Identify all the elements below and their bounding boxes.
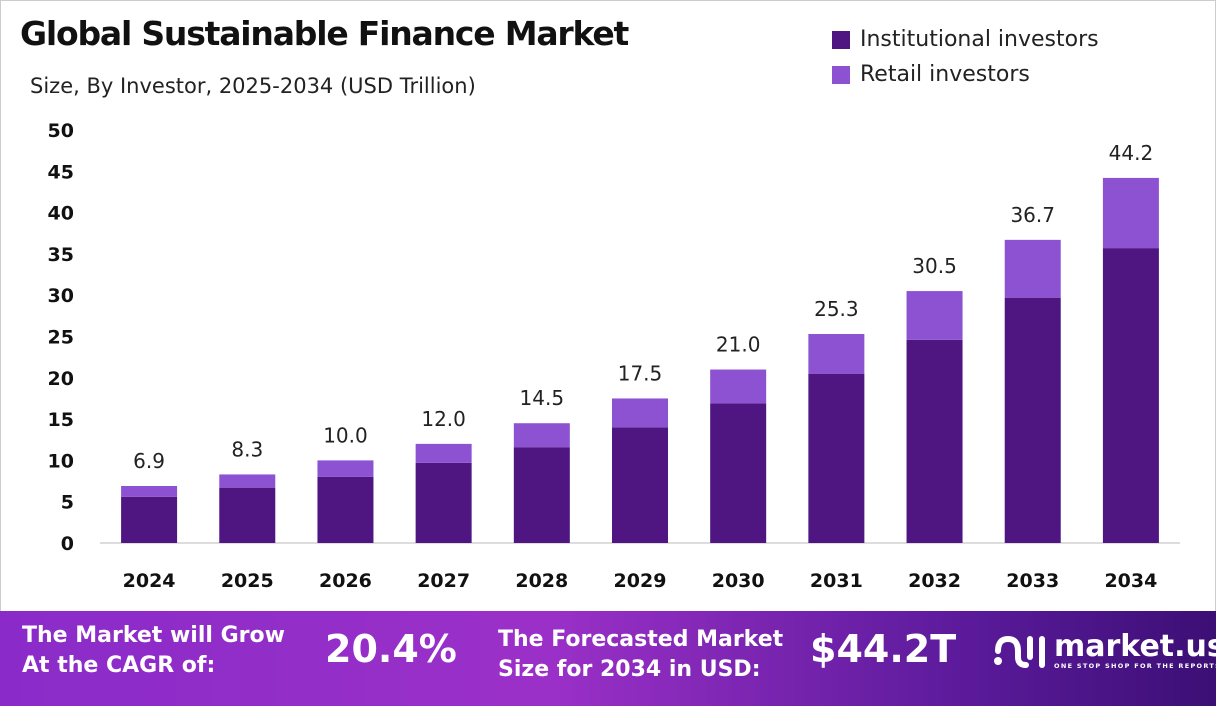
x-tick-label: 2029 bbox=[614, 570, 667, 592]
bar-institutional bbox=[317, 476, 374, 543]
bar-institutional bbox=[219, 487, 276, 543]
bar-institutional bbox=[710, 403, 767, 543]
y-tick-label: 25 bbox=[48, 327, 74, 349]
x-tick-label: 2030 bbox=[712, 570, 765, 592]
x-tick-label: 2033 bbox=[1006, 570, 1059, 592]
y-tick-label: 15 bbox=[48, 409, 74, 431]
bar-chart: 051015202530354045506.920248.3202510.020… bbox=[48, 120, 1180, 592]
logo-name: market.us bbox=[1054, 629, 1216, 664]
x-tick-label: 2028 bbox=[515, 570, 568, 592]
logo-tagline: ONE STOP SHOP FOR THE REPORTS bbox=[1054, 662, 1216, 670]
y-tick-label: 0 bbox=[61, 533, 74, 555]
bar-retail bbox=[612, 398, 668, 428]
data-label-total: 36.7 bbox=[1010, 203, 1055, 227]
bar-retail bbox=[1004, 239, 1061, 298]
bar-institutional bbox=[121, 496, 178, 543]
bar-retail bbox=[219, 474, 276, 488]
bar-institutional bbox=[808, 373, 865, 543]
forecast-label: The Forecasted Market Size for 2034 in U… bbox=[498, 627, 784, 682]
bar-retail bbox=[317, 460, 374, 477]
x-tick-label: 2034 bbox=[1104, 570, 1157, 592]
legend-item-institutional: Institutional investors bbox=[832, 22, 1099, 57]
logo-icon bbox=[994, 635, 1045, 668]
chart-subtitle: Size, By Investor, 2025-2034 (USD Trilli… bbox=[30, 74, 476, 98]
data-label-total: 6.9 bbox=[133, 449, 165, 473]
legend-swatch-retail bbox=[832, 65, 850, 84]
data-label-total: 25.3 bbox=[814, 297, 859, 321]
x-tick-label: 2031 bbox=[810, 570, 863, 592]
x-tick-label: 2025 bbox=[221, 570, 274, 592]
data-label-total: 14.5 bbox=[520, 386, 565, 410]
y-tick-label: 50 bbox=[48, 120, 74, 142]
bar-institutional bbox=[1102, 248, 1159, 544]
legend-label-institutional: Institutional investors bbox=[860, 27, 1099, 52]
x-tick-label: 2024 bbox=[123, 570, 176, 592]
data-label-total: 12.0 bbox=[421, 407, 466, 431]
y-tick-label: 10 bbox=[48, 450, 74, 472]
bar-retail bbox=[415, 443, 472, 463]
bar-retail bbox=[513, 423, 570, 448]
x-tick-label: 2026 bbox=[319, 570, 372, 592]
x-tick-label: 2027 bbox=[417, 570, 470, 592]
data-label-total: 30.5 bbox=[912, 254, 957, 278]
footer-banner: The Market will Grow At the CAGR of: 20.… bbox=[0, 611, 1216, 706]
y-tick-label: 45 bbox=[48, 161, 74, 183]
y-tick-label: 5 bbox=[61, 492, 74, 514]
bar-retail bbox=[710, 369, 767, 404]
bar-institutional bbox=[513, 447, 570, 543]
legend-item-retail: Retail investors bbox=[832, 57, 1099, 92]
data-label-total: 21.0 bbox=[716, 333, 761, 357]
bar-institutional bbox=[612, 427, 668, 543]
data-label-total: 10.0 bbox=[323, 423, 368, 447]
bar-retail bbox=[906, 291, 963, 340]
legend-swatch-institutional bbox=[832, 30, 850, 49]
legend-label-retail: Retail investors bbox=[860, 62, 1030, 87]
y-tick-label: 30 bbox=[48, 285, 74, 307]
bar-retail bbox=[1102, 177, 1159, 249]
data-label-total: 17.5 bbox=[618, 361, 663, 385]
bar-institutional bbox=[1004, 297, 1061, 543]
bar-retail bbox=[808, 334, 865, 374]
y-tick-label: 40 bbox=[48, 203, 74, 225]
market-us-logo: market.us ONE STOP SHOP FOR THE REPORTS bbox=[992, 631, 1216, 671]
forecast-value: $44.2T bbox=[810, 627, 957, 671]
data-label-total: 44.2 bbox=[1109, 141, 1154, 165]
chart-title: Global Sustainable Finance Market bbox=[20, 14, 629, 53]
bar-institutional bbox=[415, 462, 472, 543]
y-tick-label: 35 bbox=[48, 244, 74, 266]
cagr-label: The Market will Grow At the CAGR of: bbox=[22, 623, 285, 678]
cagr-value: 20.4% bbox=[325, 627, 457, 671]
bar-retail bbox=[121, 486, 178, 497]
bar-institutional bbox=[906, 339, 963, 543]
x-tick-label: 2032 bbox=[908, 570, 961, 592]
y-tick-label: 20 bbox=[48, 368, 74, 390]
legend: Institutional investors Retail investors bbox=[832, 22, 1099, 92]
data-label-total: 8.3 bbox=[231, 437, 263, 461]
